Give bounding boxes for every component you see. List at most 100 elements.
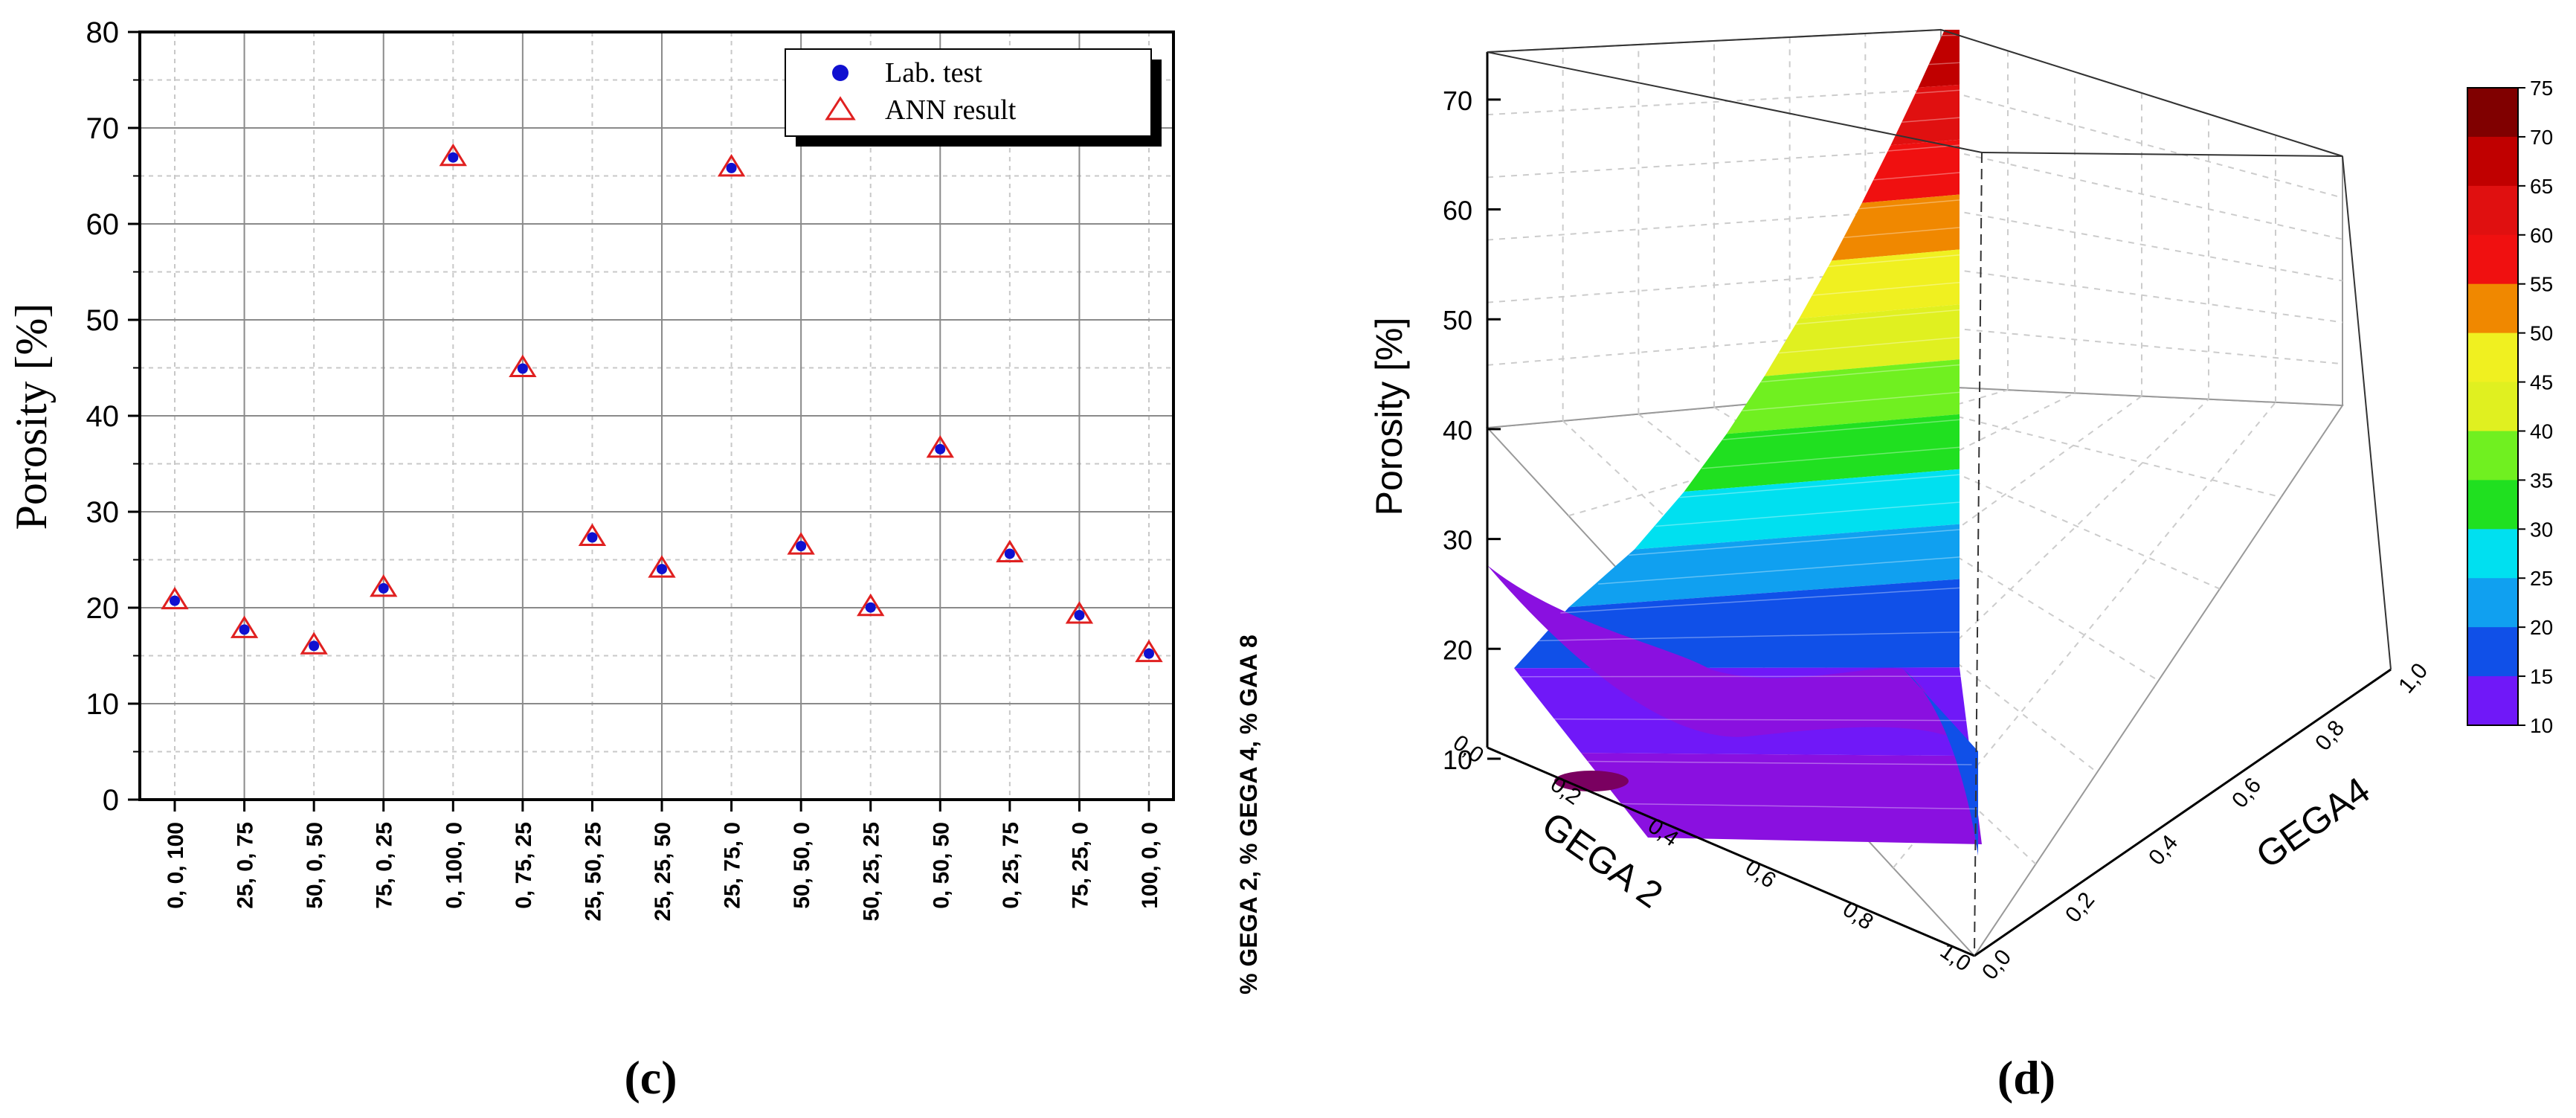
d-surface-band	[1918, 30, 1960, 88]
d-surface-band	[1890, 84, 1960, 146]
d-surface-band	[1726, 359, 1960, 434]
c-ann-point	[300, 632, 328, 655]
d-colorbar-band	[2467, 480, 2518, 530]
d-top-edge	[1940, 29, 2343, 157]
d-x-axis-line	[1487, 746, 1975, 957]
d-mesh-line	[1742, 391, 1960, 412]
d-x-tick-label: 0,8	[1838, 897, 1878, 935]
c-lab-point	[1004, 548, 1015, 559]
d-colorbar-band	[2467, 283, 2518, 334]
d-mesh-line	[1760, 364, 1960, 383]
c-x-tick-label: 50, 50, 0	[790, 822, 814, 909]
d-mesh-line	[1587, 760, 1972, 765]
d-top-edge	[1487, 51, 1983, 153]
d-mesh-line	[1873, 172, 1960, 181]
d-colorbar-tick-label: 30	[2530, 518, 2553, 541]
d-colorbar-tick-label: 20	[2530, 616, 2553, 639]
d-colorbar-frame	[2467, 87, 2519, 726]
d-colorbar-tick-label: 25	[2530, 567, 2553, 590]
d-mesh-line	[1553, 718, 1967, 722]
c-x-axis-label: % GEGA 2, % GEGA 4, % GAA 8	[1235, 635, 1262, 995]
d-colorbar: 10 15 20 25 30 35 40 45 50 55 60 65 70 75	[2467, 77, 2553, 737]
c-x-tick-label: 0, 75, 25	[512, 822, 536, 909]
c-lab-point	[170, 595, 180, 606]
c-legend-lab-label: Lab. test	[885, 57, 982, 89]
c-y-axis-label: Porosity [%]	[7, 303, 56, 530]
d-mesh-line	[1778, 336, 1960, 354]
d-z-tick-label: 50	[1443, 305, 1472, 335]
d-z-tick-label: 20	[1443, 635, 1472, 665]
d-mesh-line	[1560, 587, 1960, 614]
d-surface-band	[1568, 524, 1960, 608]
d-top-edge	[1981, 152, 2343, 157]
c-legend-ann-marker	[825, 96, 856, 121]
c-lab-point	[726, 162, 737, 173]
d-y-axis-line	[1974, 668, 2392, 957]
d-colorbar-band	[2467, 382, 2518, 431]
panel-c-scatter: 0 10 20 30 40 50 60 70 80 0, 0, 100 25, 0, 75 50, …	[7, 16, 1262, 1104]
d-colorbar-band	[2467, 431, 2518, 481]
d-colorbar-band	[2467, 234, 2518, 285]
d-panel-label: (d)	[1997, 1051, 2055, 1104]
d-colorbar-band	[2467, 676, 2518, 726]
c-ann-point	[1065, 601, 1094, 624]
d-wall-gridline	[1487, 148, 1942, 179]
d-y-axis-label: GEGA4	[2249, 769, 2377, 877]
d-right-edge	[2342, 155, 2392, 670]
d-top-edge	[1487, 29, 1942, 53]
d-colorbar-band	[2467, 185, 2518, 236]
d-surface-band	[1831, 194, 1960, 261]
c-legend-ann-label: ANN result	[885, 94, 1017, 126]
c-y-tick-label: 20	[86, 592, 120, 625]
d-colorbar-band	[2467, 578, 2518, 628]
d-surface-band	[1861, 139, 1960, 203]
c-panel-label: (c)	[624, 1051, 677, 1104]
d-mesh-line	[1812, 281, 1960, 296]
d-wall-gridline	[1940, 89, 2343, 199]
c-lab-point	[448, 152, 459, 163]
c-y-tick-label: 30	[86, 496, 120, 529]
d-colorbar-tick-label: 40	[2530, 420, 2553, 443]
c-ann-point	[370, 574, 398, 597]
c-data-points	[161, 143, 1163, 663]
c-x-tick-label: 50, 25, 25	[860, 822, 884, 921]
c-x-tick-label: 25, 25, 50	[651, 822, 675, 921]
c-lab-point	[517, 363, 528, 374]
d-mesh-line	[1655, 501, 1960, 527]
d-mesh-line	[1629, 529, 1960, 556]
c-y-axis-ticks: 0 10 20 30 40 50 60 70 80	[86, 16, 140, 817]
c-ann-point	[787, 532, 815, 555]
c-ann-point	[439, 143, 467, 167]
c-y-tick-label: 70	[86, 112, 120, 145]
d-mesh-line	[1679, 474, 1960, 498]
c-y-tick-label: 10	[86, 688, 120, 721]
c-legend-lab-marker	[832, 65, 849, 81]
c-x-tick-label: 75, 0, 25	[373, 822, 397, 909]
c-x-tick-label: 0, 25, 75	[999, 822, 1023, 909]
c-y-tick-label: 40	[86, 400, 120, 433]
d-mesh-line	[1722, 419, 1960, 440]
d-mesh-line	[1795, 309, 1960, 325]
d-y-tick-label: 1,0	[2394, 658, 2432, 698]
d-wall-gridline	[1487, 208, 1942, 241]
c-ann-point	[857, 593, 885, 617]
d-frame-edges	[1486, 29, 2392, 957]
d-surface-bands	[1487, 30, 1982, 855]
d-colorbar-tick-label: 70	[2530, 126, 2553, 149]
d-mesh-line	[1701, 446, 1960, 469]
c-ann-point	[509, 354, 537, 377]
c-ann-point	[996, 539, 1024, 562]
d-colorbar-tick-label: 75	[2530, 77, 2553, 100]
d-colorbar-tick-label: 65	[2530, 175, 2553, 198]
d-surface-band	[1581, 753, 1982, 844]
d-surface-trough	[1487, 565, 1978, 855]
d-wall-gridline	[1940, 327, 2343, 365]
c-legend-box	[785, 48, 1152, 137]
c-x-tick-label: 25, 50, 25	[581, 822, 605, 921]
d-z-axis-ticks: 10 20 30 40 50 60 70	[1443, 86, 1501, 775]
d-z-tick-label: 60	[1443, 196, 1472, 226]
d-mesh-line	[1915, 89, 1960, 94]
c-x-axis-ticks: 0, 0, 100 25, 0, 75 50, 0, 50 75, 0, 25 0, 1…	[164, 800, 1162, 921]
c-x-tick-label: 25, 0, 75	[234, 822, 258, 909]
